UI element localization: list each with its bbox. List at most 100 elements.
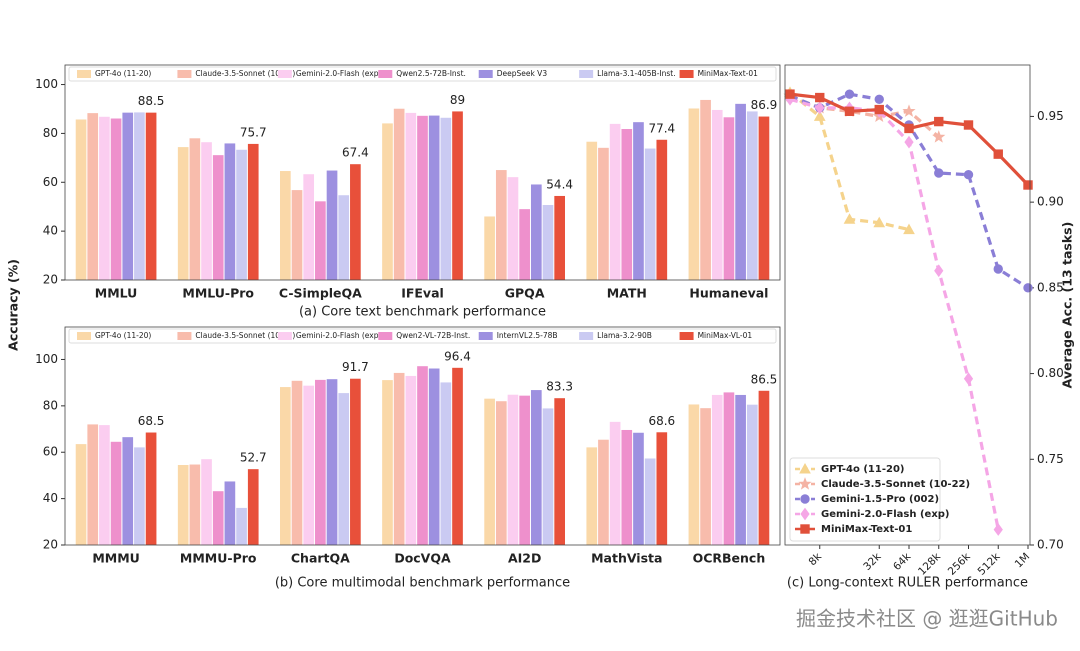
bar xyxy=(122,112,134,280)
bar xyxy=(586,447,598,545)
data-label: 86.9 xyxy=(751,98,778,112)
legend-swatch xyxy=(579,70,594,78)
legend-swatch xyxy=(378,332,393,340)
plot-frame xyxy=(64,326,781,546)
marker xyxy=(800,494,810,504)
data-label: 88.5 xyxy=(138,94,165,108)
legend-swatch xyxy=(277,70,292,78)
x-tick-label: C-SimpleQA xyxy=(279,286,362,301)
y-tick-label: 100 xyxy=(35,77,58,91)
bar xyxy=(393,372,405,545)
legend-swatch xyxy=(77,70,91,78)
bar xyxy=(711,394,723,545)
marker xyxy=(800,507,810,521)
bar xyxy=(134,447,145,545)
legend-label: Gemini-2.0-Flash (exp) xyxy=(296,331,382,340)
bar xyxy=(291,190,303,280)
bar xyxy=(326,379,338,545)
legend-label: InternVL2.5-78B xyxy=(497,331,558,340)
bar xyxy=(236,149,247,280)
marker xyxy=(993,264,1003,274)
bar xyxy=(291,380,303,545)
legend-label: Qwen2.5-72B-Inst. xyxy=(396,69,466,78)
marker xyxy=(934,168,944,178)
bar xyxy=(530,390,542,545)
marker xyxy=(934,116,944,127)
x-tick-label: ChartQA xyxy=(291,551,350,566)
bar xyxy=(688,404,700,545)
bar xyxy=(99,425,110,545)
bar xyxy=(495,170,507,280)
bar xyxy=(224,481,236,545)
bar xyxy=(735,394,746,545)
y-tick-label: 40 xyxy=(43,224,58,238)
legend-swatch xyxy=(679,332,694,340)
bar xyxy=(586,141,598,280)
bar xyxy=(326,170,338,280)
legend-label: GPT-4o (11-20) xyxy=(95,69,151,78)
bar xyxy=(428,368,440,545)
bar xyxy=(134,112,145,280)
marker xyxy=(902,104,916,117)
legend-label: Llama-3.2-90B xyxy=(597,331,652,340)
bar xyxy=(484,216,495,280)
y-tick-label: 100 xyxy=(35,352,58,366)
legend-label: Qwen2-VL-72B-Inst. xyxy=(396,331,470,340)
y-tick-label: 0.95 xyxy=(1037,109,1064,123)
legend-frame xyxy=(789,457,941,542)
marker xyxy=(963,372,974,386)
data-label: 89 xyxy=(450,93,465,107)
bar xyxy=(350,378,361,545)
x-tick-label: MMMU-Pro xyxy=(180,551,257,566)
bar xyxy=(452,367,463,545)
marker xyxy=(904,135,914,149)
marker xyxy=(815,101,825,115)
marker xyxy=(1023,180,1033,190)
legend-swatch xyxy=(77,332,91,340)
bar xyxy=(405,112,417,281)
bar xyxy=(87,113,99,281)
bar xyxy=(609,123,621,281)
legend-frame xyxy=(68,328,777,344)
bar xyxy=(758,116,770,280)
bar xyxy=(315,201,326,280)
legend-swatch xyxy=(177,70,192,78)
legend-label: Gemini-1.5-Pro (002) xyxy=(821,494,939,505)
bar xyxy=(530,184,542,280)
bar xyxy=(633,432,644,545)
bar xyxy=(236,507,247,545)
bar xyxy=(417,366,428,545)
legend-label: MiniMax-Text-01 xyxy=(698,69,759,78)
legend-swatch xyxy=(177,332,192,340)
data-label: 91.7 xyxy=(342,360,369,374)
x-tick-label: OCRBench xyxy=(693,551,766,566)
data-label: 96.4 xyxy=(444,349,471,363)
data-label: 67.4 xyxy=(342,146,369,160)
legend: GPT-4o (11-20) Claude-3.5-Sonnet (10-22)G… xyxy=(68,328,777,344)
marker xyxy=(963,170,974,180)
plot-frame xyxy=(784,64,1031,546)
bar xyxy=(440,382,452,545)
x-tick-label: MATH xyxy=(607,286,647,301)
bar xyxy=(224,143,236,280)
bar xyxy=(735,103,746,280)
legend-label: Gemini-2.0-Flash (exp) xyxy=(296,69,382,78)
marker xyxy=(798,477,812,490)
bar xyxy=(656,432,668,545)
marker xyxy=(993,149,1003,159)
marker xyxy=(874,94,884,104)
bar xyxy=(644,148,656,280)
bar xyxy=(519,395,530,545)
plot-frame xyxy=(64,64,781,281)
marker xyxy=(813,110,826,121)
bar xyxy=(189,138,201,280)
bar xyxy=(189,464,201,545)
bar xyxy=(746,111,758,280)
data-label: 77.4 xyxy=(648,121,675,135)
legend-label: Claude-3.5-Sonnet (10-22) xyxy=(195,331,295,340)
y-tick-label: 0.70 xyxy=(1037,538,1064,552)
y-tick-label: 80 xyxy=(43,126,58,140)
x-tick-label: DocVQA xyxy=(394,551,451,566)
marker xyxy=(903,223,915,235)
bar xyxy=(656,139,668,280)
